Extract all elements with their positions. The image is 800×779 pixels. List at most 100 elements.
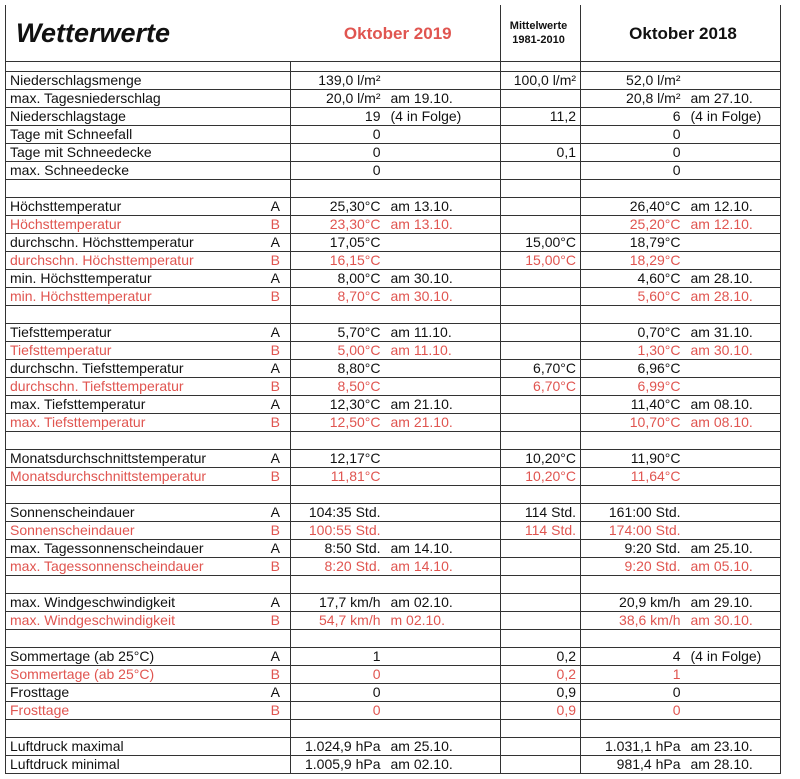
- value-mean: 0,9: [500, 683, 582, 702]
- row-label: min. Höchsttemperatur: [5, 287, 261, 306]
- value-2019: 54,7 km/h: [290, 611, 386, 630]
- value-2019: 8:20 Std.: [290, 557, 386, 576]
- empty-cell: [385, 521, 502, 540]
- weather-table: Wetterwerte Oktober 2019 Mittelwerte 198…: [5, 5, 782, 774]
- empty-cell: [385, 647, 502, 666]
- row-group: B: [260, 215, 291, 234]
- empty-cell: [580, 719, 686, 738]
- empty-cell: [260, 629, 291, 648]
- note-2018: am 29.10.: [685, 593, 782, 612]
- note-2019: am 13.10.: [385, 215, 502, 234]
- value-mean: 114 Std.: [500, 521, 582, 540]
- row-group: B: [260, 665, 291, 684]
- empty-cell: [500, 287, 582, 306]
- empty-cell: [385, 431, 502, 450]
- note-2018: am 08.10.: [685, 413, 782, 432]
- data-row: Monatsdurchschnittstemperatur B 11,81°C 10,…: [5, 467, 782, 486]
- row-group: A: [260, 359, 291, 378]
- data-row: min. Höchsttemperatur B 8,70°C am 30.10. 5,6…: [5, 287, 782, 306]
- value-2019: 12,50°C: [290, 413, 386, 432]
- row-group: A: [260, 593, 291, 612]
- empty-cell: [580, 179, 686, 198]
- value-2018: 6,99°C: [580, 377, 686, 396]
- value-2018: 174:00 Std.: [580, 521, 686, 540]
- empty-cell: [500, 593, 582, 612]
- row-label: Tiefsttemperatur: [5, 323, 261, 342]
- empty-cell: [685, 161, 782, 180]
- value-2018: 981,4 hPa: [580, 755, 686, 774]
- row-group: B: [260, 701, 291, 720]
- data-row: Luftdruck minimal 1.005,9 hPa am 02.10. 981…: [5, 755, 782, 774]
- row-label: Höchsttemperatur: [5, 215, 261, 234]
- value-2018: 0: [580, 701, 686, 720]
- empty-cell: [500, 341, 582, 360]
- empty-cell: [580, 575, 686, 594]
- empty-cell: [500, 629, 582, 648]
- empty-cell: [500, 89, 582, 108]
- row-label: Monatsdurchschnittstemperatur: [5, 467, 261, 486]
- empty-cell: [385, 61, 502, 72]
- empty-cell: [685, 431, 782, 450]
- empty-cell: [260, 143, 291, 162]
- value-2019: 0: [290, 161, 386, 180]
- row-group: B: [260, 611, 291, 630]
- row-group: B: [260, 413, 291, 432]
- sheet-title: Wetterwerte: [5, 5, 291, 62]
- empty-cell: [260, 575, 291, 594]
- value-2019: 25,30°C: [290, 197, 386, 216]
- row-group: A: [260, 683, 291, 702]
- empty-cell: [685, 485, 782, 504]
- value-mean: 10,20°C: [500, 467, 582, 486]
- row-group: B: [260, 287, 291, 306]
- empty-cell: [290, 575, 386, 594]
- value-2018: 1: [580, 665, 686, 684]
- note-2019: am 14.10.: [385, 539, 502, 558]
- header-row: Wetterwerte Oktober 2019 Mittelwerte 198…: [5, 5, 782, 62]
- empty-cell: [385, 575, 502, 594]
- column-2019: Oktober 2019: [290, 5, 502, 62]
- data-row: Luftdruck maximal 1.024,9 hPa am 25.10. 1.0…: [5, 737, 782, 756]
- empty-cell: [385, 665, 502, 684]
- row-label: Niederschlagstage: [5, 107, 261, 126]
- empty-cell: [685, 125, 782, 144]
- empty-cell: [385, 125, 502, 144]
- row-group: B: [260, 521, 291, 540]
- empty-cell: [685, 359, 782, 378]
- empty-cell: [260, 161, 291, 180]
- value-2018: 9:20 Std.: [580, 539, 686, 558]
- value-mean: 6,70°C: [500, 377, 582, 396]
- value-2018: 161:00 Std.: [580, 503, 686, 522]
- note-2019: am 13.10.: [385, 197, 502, 216]
- value-2019: 17,7 km/h: [290, 593, 386, 612]
- value-2019: 5,70°C: [290, 323, 386, 342]
- row-group: B: [260, 341, 291, 360]
- value-mean: 11,2: [500, 107, 582, 126]
- row-label: max. Schneedecke: [5, 161, 261, 180]
- data-row: durchschn. Tiefsttemperatur B 8,50°C 6,70°C…: [5, 377, 782, 396]
- empty-cell: [500, 485, 582, 504]
- data-row: max. Windgeschwindigkeit B 54,7 km/h m 02.1…: [5, 611, 782, 630]
- value-2018: 10,70°C: [580, 413, 686, 432]
- empty-cell: [580, 305, 686, 324]
- value-2019: 23,30°C: [290, 215, 386, 234]
- empty-cell: [500, 611, 582, 630]
- note-2018: am 28.10.: [685, 755, 782, 774]
- note-2018: am 27.10.: [685, 89, 782, 108]
- empty-cell: [500, 755, 582, 774]
- empty-cell: [290, 485, 386, 504]
- empty-cell: [580, 629, 686, 648]
- data-row: Sonnenscheindauer B 100:55 Std. 114 Std. 174…: [5, 521, 782, 540]
- row-label: max. Windgeschwindigkeit: [5, 593, 261, 612]
- empty-cell: [5, 485, 261, 504]
- value-mean: 10,20°C: [500, 449, 582, 468]
- value-2018: 0: [580, 683, 686, 702]
- empty-cell: [5, 305, 261, 324]
- empty-cell: [260, 179, 291, 198]
- empty-cell: [385, 305, 502, 324]
- empty-cell: [685, 719, 782, 738]
- empty-cell: [685, 71, 782, 90]
- empty-cell: [500, 575, 582, 594]
- value-mean: 100,0 l/m²: [500, 71, 582, 90]
- empty-cell: [580, 485, 686, 504]
- empty-cell: [290, 431, 386, 450]
